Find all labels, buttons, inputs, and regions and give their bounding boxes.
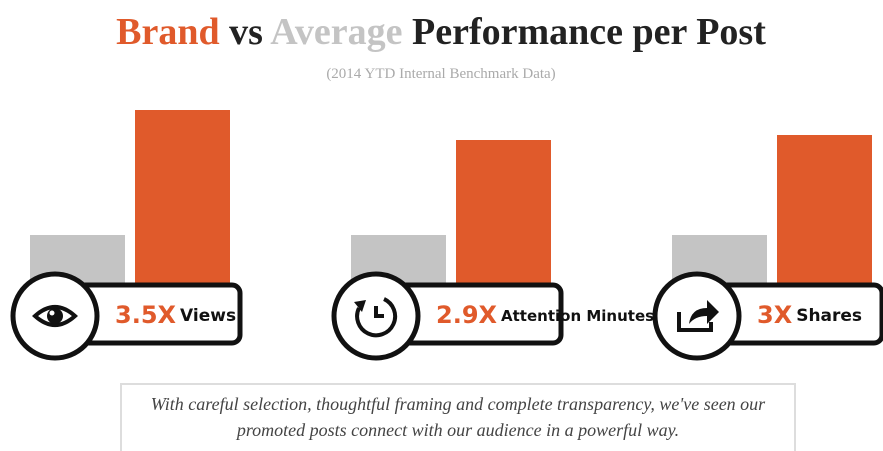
category-label: Views xyxy=(180,306,236,326)
bar-label: 3X Shares xyxy=(757,301,862,329)
chart-subtitle: (2014 YTD Internal Benchmark Data) xyxy=(326,66,555,82)
bar-group: 2.9X Attention Minutes xyxy=(331,140,654,361)
category-label: Attention Minutes xyxy=(501,307,654,325)
chart-title: Brand vs Average Performance per Post xyxy=(116,11,766,53)
bar-group: 3.5X Views xyxy=(10,110,243,361)
caption: With careful selection, thoughtful frami… xyxy=(120,383,796,451)
bar xyxy=(777,135,872,285)
category-label: Shares xyxy=(796,306,862,326)
icon xyxy=(354,297,398,338)
bar-label: 3.5X Views xyxy=(115,301,236,329)
value-label: 3.5X xyxy=(115,301,177,329)
bar-group: 3X Shares xyxy=(652,135,883,361)
bar-label: 2.9X Attention Minutes xyxy=(436,301,654,329)
icon xyxy=(32,305,78,327)
icon xyxy=(677,300,719,332)
value-label: 3X xyxy=(757,301,793,329)
chart: Brand vs Average Performance per Post (2… xyxy=(10,11,883,361)
bar xyxy=(456,140,551,285)
value-label: 2.9X xyxy=(436,301,498,329)
bar xyxy=(135,110,230,285)
